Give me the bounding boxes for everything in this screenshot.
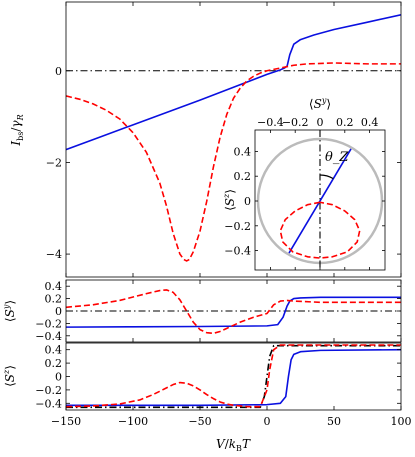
series-line-solid-0	[66, 14, 401, 151]
y-tick-label: −0.4	[224, 245, 251, 258]
y-tick-label: −0.2	[224, 220, 251, 233]
y-tick-label: 0.2	[234, 170, 252, 183]
series-line-solid-1	[66, 348, 401, 407]
series-line-solid-0	[288, 148, 352, 254]
theta-angle-arc	[319, 174, 334, 180]
y-tick-label: −0.2	[35, 317, 62, 330]
y-tick-label: 0.4	[45, 344, 63, 357]
x-tick-label: 50	[327, 415, 341, 428]
inset-y-axis-label: ⟨Sz⟩	[222, 189, 237, 211]
x-tick-label: −100	[118, 415, 148, 428]
x-tick-label: 0.2	[336, 116, 354, 129]
x-tick-label: 0.4	[361, 116, 379, 129]
top-panel-frame	[65, 1, 402, 278]
series-line-dashed-1	[66, 62, 401, 262]
series-line-dashed-1	[279, 201, 361, 259]
y-tick-label: 0.4	[45, 280, 63, 293]
y-tick-label: 0.2	[45, 357, 63, 370]
x-tick-label: −0.2	[282, 116, 309, 129]
y-tick-label: 0	[55, 371, 62, 384]
x-tick-label: 0	[317, 116, 324, 129]
x-tick-label: 0	[264, 415, 271, 428]
y-tick-label: −2	[46, 156, 62, 169]
middle-y-axis-label: ⟨Sy⟩	[2, 300, 17, 322]
series-line-dash-dot-0	[66, 344, 401, 409]
theta-annotation: θ_Z	[325, 150, 349, 165]
bottom-panel-frame	[65, 342, 402, 411]
x-tick-label: −50	[188, 415, 211, 428]
inset-x-axis-label: ⟨Sy⟩	[309, 96, 331, 111]
panel-sz: −0.4−0.200.20.4−150 −100 −50 0 50 100	[35, 342, 412, 428]
y-tick-label: 0.4	[234, 145, 252, 158]
x-tick-label: −0.4	[257, 116, 284, 129]
y-tick-label: −4	[46, 248, 62, 261]
series-line-dashed-2	[66, 344, 401, 408]
x-tick-label: −150	[51, 415, 81, 428]
series-line-solid-0	[66, 296, 401, 328]
y-tick-label: −0.4	[35, 330, 62, 343]
x-tick-label: 100	[391, 415, 412, 428]
panel-sy: −0.4−0.200.20.4	[35, 279, 402, 343]
y-tick-label: 0	[244, 195, 251, 208]
y-tick-label: 0	[55, 305, 62, 318]
y-tick-label: −0.4	[35, 397, 62, 410]
x-axis-label: V/kBT	[216, 437, 251, 453]
y-tick-label: −0.2	[35, 384, 62, 397]
y-tick-label: 0.2	[45, 293, 63, 306]
top-y-axis-label: Ibs/γR	[9, 114, 25, 146]
y-tick-label: 0	[55, 65, 62, 78]
series-line-dashed-1	[66, 289, 401, 335]
bottom-y-axis-label: ⟨Sz⟩	[2, 365, 17, 387]
panel-current: −4 −2 0	[46, 1, 402, 278]
inset-spin-plane: −0.4−0.200.20.4−0.4−0.2 0 0.2 0.4 θ_Z	[224, 116, 386, 271]
